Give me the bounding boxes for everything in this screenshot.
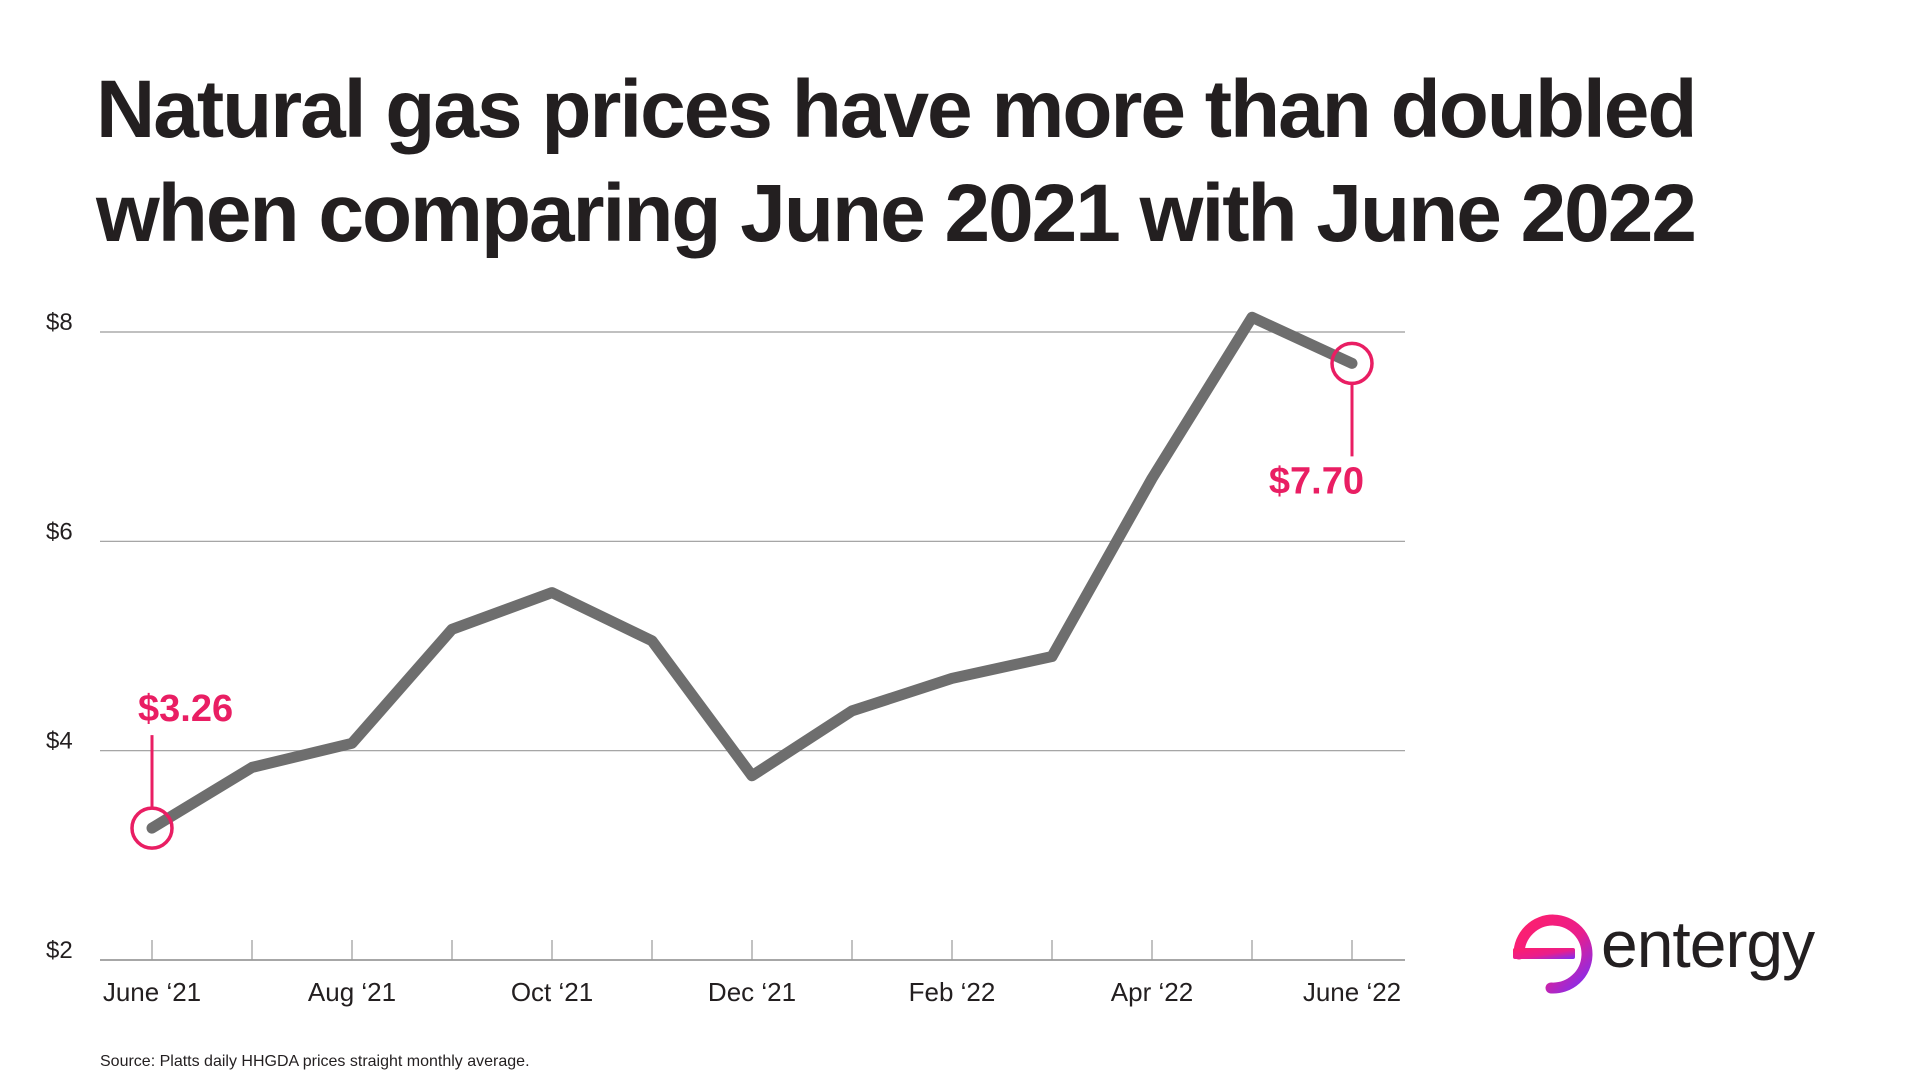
x-tick-label: Oct ‘21 xyxy=(511,977,593,1007)
title-line-1: Natural gas prices have more than double… xyxy=(96,64,1697,155)
callout-label: $7.70 xyxy=(1269,460,1364,502)
entergy-logo: entergy xyxy=(1505,902,1845,1012)
x-tick-label: June ‘21 xyxy=(103,977,201,1007)
x-tick-label: Aug ‘21 xyxy=(308,977,396,1007)
entergy-wordmark: entergy xyxy=(1601,907,1815,981)
x-tick-label: Dec ‘21 xyxy=(708,977,796,1007)
x-tick-label: Feb ‘22 xyxy=(909,977,996,1007)
chart-title: Natural gas prices have more than double… xyxy=(96,58,1796,266)
y-tick-label: $6 xyxy=(46,518,73,545)
x-tick-label: June ‘22 xyxy=(1303,977,1401,1007)
entergy-logo-icon xyxy=(1513,914,1593,1012)
x-tick-label: Apr ‘22 xyxy=(1111,977,1193,1007)
callout-label: $3.26 xyxy=(138,688,233,730)
title-line-2: when comparing June 2021 with June 2022 xyxy=(96,168,1697,259)
y-tick-label: $2 xyxy=(46,937,73,964)
source-note: Source: Platts daily HHGDA prices straig… xyxy=(100,1053,530,1070)
price-series-line xyxy=(146,311,1358,834)
y-tick-label: $4 xyxy=(46,728,73,755)
y-tick-label: $8 xyxy=(46,309,73,336)
